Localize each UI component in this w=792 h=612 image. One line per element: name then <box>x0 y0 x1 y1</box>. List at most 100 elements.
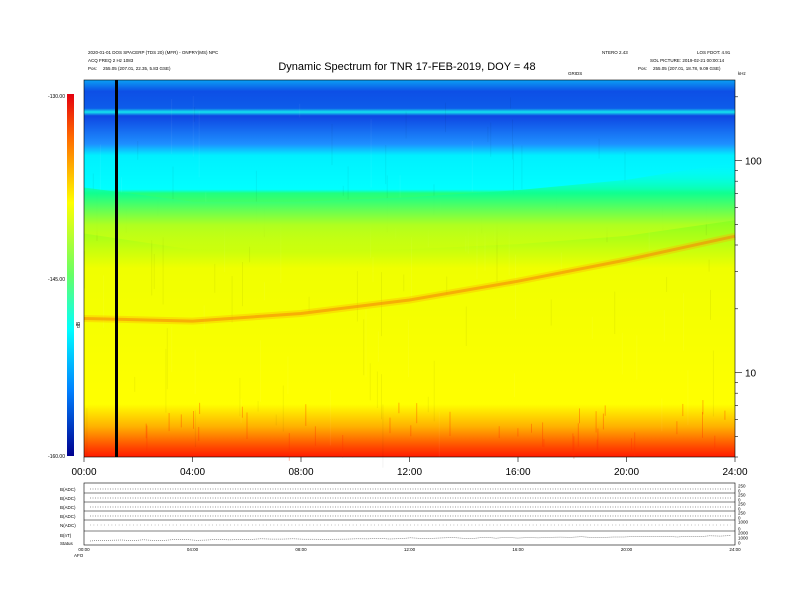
streak <box>550 299 552 326</box>
streak <box>512 119 513 160</box>
header-left-line1: 2020-01-01 DOS SPACERP (TDS 20) (MFR) - … <box>88 50 219 55</box>
streak <box>416 403 418 424</box>
streak <box>471 140 473 192</box>
streak <box>329 390 331 446</box>
streak <box>710 289 711 320</box>
streak <box>465 306 467 346</box>
streak <box>198 111 200 178</box>
streak <box>476 223 478 280</box>
streak <box>369 363 371 401</box>
data-gap-line <box>115 80 118 457</box>
streak <box>165 348 167 413</box>
streak <box>508 220 510 276</box>
streak <box>257 401 259 412</box>
streak <box>288 433 290 461</box>
streak <box>410 425 412 437</box>
streak <box>512 144 514 195</box>
streak <box>591 316 593 339</box>
aux-panel-right-tick: 0 <box>738 527 741 532</box>
streak <box>597 428 599 454</box>
streak <box>171 326 173 372</box>
aux-panel-label: B(ADC) <box>60 505 76 510</box>
streak <box>255 170 257 226</box>
header-left-pos-label: Pos: <box>88 66 97 71</box>
header-left-pos-value: 255.05 (207.01, 22.35, 5.83 GSE) <box>103 66 171 71</box>
streak <box>389 417 391 434</box>
aux-panel-time-label: 12:00 <box>404 547 416 552</box>
time-axis: 00:00 04:00 08:00 12:00 16:00 20:00 24:00 <box>71 457 748 478</box>
streak <box>496 221 498 283</box>
status-marker: AFO <box>74 553 84 558</box>
aux-panel-time-label: 08:00 <box>295 547 307 552</box>
streak <box>103 275 105 328</box>
colorbar-tick-label: -160.00 <box>48 454 65 460</box>
aux-panel-time-axis: 00:00 04:00 08:00 12:00 16:00 20:00 24:00 <box>78 547 741 552</box>
streak <box>687 370 689 426</box>
spectrogram-background <box>84 80 735 457</box>
streak <box>433 360 435 422</box>
streak <box>381 374 382 420</box>
streak <box>194 349 196 395</box>
streak <box>579 408 580 424</box>
aux-panel-right-tick: 250 <box>738 484 746 489</box>
streak <box>445 102 446 133</box>
streak <box>661 398 663 432</box>
streak <box>484 233 486 271</box>
streak <box>192 96 194 157</box>
streak <box>498 426 500 439</box>
streak <box>92 173 94 191</box>
streak <box>487 126 489 143</box>
streak <box>299 103 301 118</box>
streak <box>712 350 714 417</box>
x-tick-label: 00:00 <box>71 467 96 478</box>
colorbar-unit-label: dB <box>76 321 82 328</box>
streak <box>376 371 378 408</box>
streak <box>624 152 626 183</box>
streak <box>282 385 284 432</box>
aux-panel-label: Status <box>60 541 74 546</box>
streak <box>631 438 632 455</box>
streak <box>372 257 374 272</box>
streak <box>314 426 316 446</box>
aux-panels: B(ADC) B(ADC) B(ADC) B(ADC) N(ADC) B(nT) Statu… <box>60 482 749 558</box>
streak <box>180 414 182 428</box>
colorbar-tick-label: -145.00 <box>48 277 65 283</box>
streak <box>86 408 88 456</box>
x-tick-label: 20:00 <box>614 467 639 478</box>
streak <box>398 402 400 414</box>
header-right-line1a: NTERO 2.43 <box>602 50 628 55</box>
streak <box>676 421 678 435</box>
streak <box>365 309 367 378</box>
streak <box>305 404 307 426</box>
colorbar <box>67 94 74 456</box>
streak <box>240 398 242 423</box>
streak <box>342 185 344 196</box>
aux-panel-right-tick: 0 <box>738 489 741 494</box>
aux-panel-right-tick: 0 <box>738 541 741 546</box>
streak <box>666 276 668 292</box>
aux-panel-time-label: 00:00 <box>78 547 90 552</box>
aux-panel-label: B(nT) <box>60 533 72 538</box>
streak <box>382 404 384 468</box>
streak <box>342 435 344 458</box>
streak <box>194 410 196 448</box>
streak <box>702 400 704 415</box>
aux-trace <box>89 535 732 542</box>
green-boundary-band <box>84 162 735 252</box>
streak <box>198 427 200 441</box>
aux-panel-right-tick: 1000 <box>738 520 749 525</box>
x-tick-label: 04:00 <box>180 467 205 478</box>
aux-panel-right-tick: 0 <box>738 516 741 521</box>
streak <box>205 192 207 205</box>
streak <box>724 410 726 420</box>
aux-panel-time-label: 16:00 <box>512 547 524 552</box>
streak <box>203 305 205 330</box>
streak <box>634 432 636 457</box>
streak <box>385 145 387 185</box>
aux-panel-time-label: 20:00 <box>621 547 633 552</box>
aux-panel-right-tick: 2000 <box>738 531 749 536</box>
aux-panel-right-tick: 0 <box>738 507 741 512</box>
plasma-line-glow <box>83 232 736 325</box>
